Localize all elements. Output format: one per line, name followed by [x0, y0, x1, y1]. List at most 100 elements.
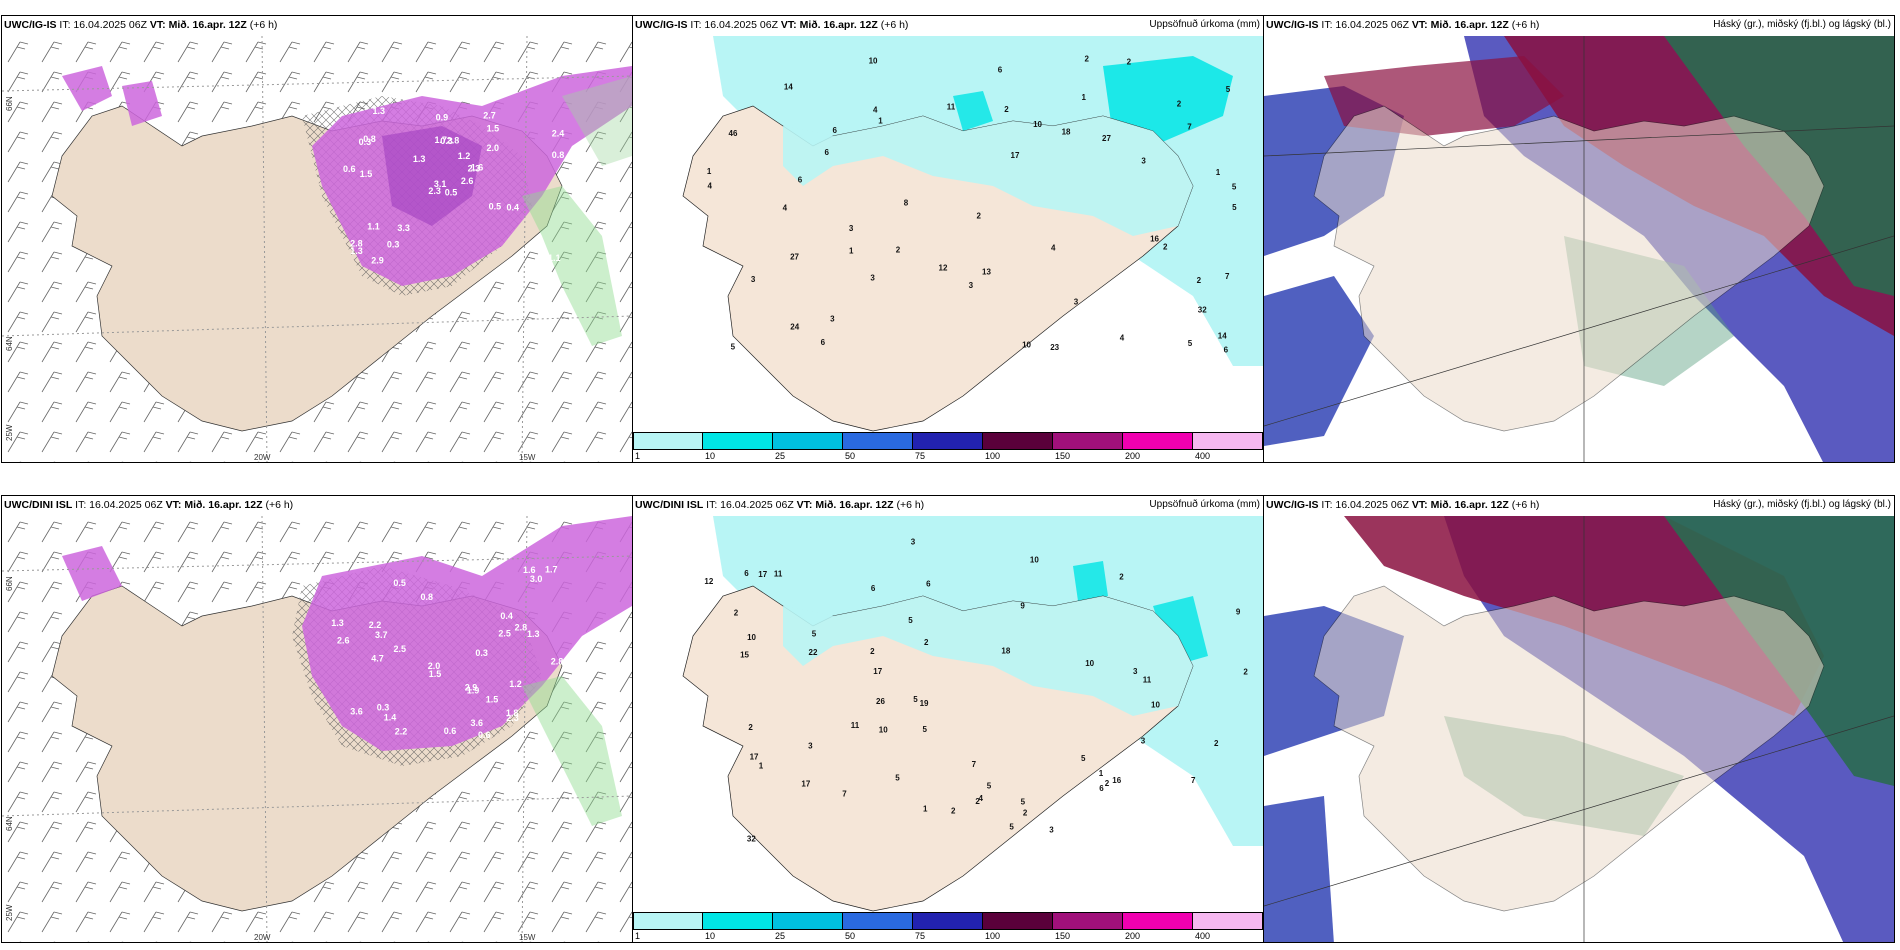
value-label: 10: [1151, 701, 1160, 710]
value-label: 2.7: [483, 110, 496, 120]
snow-labels: 0.5 0.3 3.1 2.8 2.3 3.3 2.7 2.8 1.5 2.6 1.3 1.1 1.5 2…: [343, 106, 564, 266]
value-label: 6: [926, 579, 931, 588]
lon-label-20w: 20W: [254, 933, 271, 942]
value-label: 1.5: [429, 669, 442, 679]
value-label: 1.5: [487, 123, 500, 133]
value-label: 11: [947, 102, 956, 111]
value-label: 0.9: [436, 112, 449, 122]
value-label: 32: [1198, 305, 1207, 314]
colorbar-tick-label: 150: [1055, 931, 1071, 941]
value-label: 2: [977, 211, 982, 220]
snow-map-svg: 0.5 0.3 3.1 2.8 2.3 3.3 2.7 2.8 1.5 2.6 1.3 1.1 1.5 2…: [2, 36, 632, 462]
value-label: 15: [740, 650, 749, 659]
value-label: 6: [744, 569, 749, 578]
value-label: 17: [801, 780, 810, 789]
value-label: 0.4: [500, 611, 513, 621]
value-label: 7: [1191, 776, 1196, 785]
value-label: 2.9: [371, 256, 384, 266]
value-label: 10: [879, 725, 888, 734]
value-label: 1: [1082, 93, 1087, 102]
value-label: 16: [1112, 776, 1121, 785]
value-label: 11: [1143, 675, 1152, 684]
value-label: 1.2: [509, 679, 522, 689]
value-label: 7: [972, 760, 977, 769]
panel-header: UWC/IG-IS IT: 16.04.2025 06Z VT: Mið. 16…: [4, 19, 278, 31]
value-label: 6: [798, 175, 803, 184]
value-label: 7: [1225, 272, 1230, 281]
snow-map-svg: 0.6 0.5 0.3 2.2 2.8 3.6 2.8 2.5 1.5 1.4 3.6 1.3 2.0 2…: [2, 516, 632, 942]
value-label: 2.6: [461, 176, 474, 186]
value-label: 6: [998, 65, 1003, 74]
value-label: 0.6: [478, 730, 491, 740]
value-label: 46: [729, 129, 738, 138]
colorbar-tick-label: 10: [705, 931, 716, 941]
colorbar-tick-label: 400: [1195, 931, 1211, 941]
lat-label-66n: 66N: [5, 576, 14, 591]
lat-label-64n: 64N: [5, 336, 14, 351]
value-label: 1: [878, 116, 883, 125]
colorbar-swatch: [1123, 432, 1193, 450]
value-label: 7: [842, 789, 847, 798]
colorbar: 1 10 25 50 75 100 150 200 400: [633, 432, 1263, 462]
value-label: 14: [1218, 332, 1227, 341]
colorbar-swatch: [773, 432, 843, 450]
colorbar: 1 10 25 50 75 100 150 200 400: [633, 912, 1263, 942]
value-label: 7: [1187, 122, 1192, 131]
value-label: 1.5: [360, 169, 373, 179]
value-label: 10: [1033, 120, 1042, 129]
value-label: 10: [1085, 659, 1094, 668]
value-label: 3: [751, 275, 756, 284]
value-label: 5: [908, 616, 913, 625]
value-label: 3.6: [471, 718, 484, 728]
colorbar-tick-label: 1: [635, 931, 641, 941]
value-label: 2.8: [350, 239, 363, 249]
value-label: 1.4: [384, 712, 397, 722]
value-label: 5: [895, 774, 900, 783]
value-label: 3: [1141, 736, 1146, 745]
snow-map[interactable]: 0.6 0.5 0.3 2.2 2.8 3.6 2.8 2.5 1.5 1.4 3.6 1.3 2.0 2…: [2, 516, 632, 942]
lon-label-20w: 20W: [254, 453, 271, 462]
value-label: 2: [924, 638, 929, 647]
panel-title: Háský (gr.), miðský (fj.bl.) og lágský (…: [1713, 19, 1891, 30]
cloud-map-svg: [1264, 36, 1894, 462]
snow-map[interactable]: 0.5 0.3 3.1 2.8 2.3 3.3 2.7 2.8 1.5 2.6 1.3 1.1 1.5 2…: [2, 36, 632, 462]
value-label: 1: [923, 805, 928, 814]
value-label: 1.7: [435, 135, 448, 145]
snow-labels: 0.6 0.5 0.3 2.2 2.8 3.6 2.8 2.5 1.5 1.4 3.6 1.3 2.0 2…: [331, 565, 563, 740]
cloud-map[interactable]: [1264, 36, 1894, 462]
precip-map[interactable]: 1 1 18 5 8 7 2 2 2 2 6 2 3 3 3 2 3 1 10 11 14 2 24 27 17 2 5 3 10 5 6 6…: [633, 36, 1263, 434]
value-label: 2: [1177, 99, 1182, 108]
colorbar-tick-label: 25: [775, 931, 786, 941]
value-label: 0.8: [552, 150, 565, 160]
precip-map-svg: 1118587222262333231101114224271725310566…: [633, 36, 1263, 434]
precip-map[interactable]: 1 5 18 12 2 1 4 2 3 5 3 7 2 3 2 2 1 2 2 11 11 10 22 17 5 7 10 5 6 2 6 5…: [633, 516, 1263, 914]
panel-header: UWC/IG-IS IT: 16.04.2025 06Z VT: Mið. 16…: [1266, 499, 1540, 511]
colorbar-swatch: [983, 432, 1053, 450]
colorbar-tick-label: 50: [845, 451, 856, 461]
value-label: 3: [911, 538, 916, 547]
lon-label-15w: 15W: [519, 453, 536, 462]
value-label: 23: [1050, 343, 1059, 352]
value-label: 2: [1243, 668, 1248, 677]
colorbar-tick-label: 150: [1055, 451, 1071, 461]
value-label: 2: [1163, 243, 1168, 252]
value-label: 1.1: [367, 222, 380, 232]
value-label: 17: [750, 752, 759, 761]
precip-labels: 1518122142353723221221111102217571056265…: [704, 538, 1248, 844]
cloud-map[interactable]: [1264, 516, 1894, 942]
value-label: 2: [1119, 572, 1124, 581]
value-label: 4: [979, 794, 984, 803]
panel-snow-dini: UWC/DINI ISL IT: 16.04.2025 06Z VT: Mið.…: [1, 495, 633, 943]
colorbar-swatch: [773, 912, 843, 930]
value-label: 5: [1081, 754, 1086, 763]
value-label: 2.0: [428, 661, 441, 671]
panel-title: Háský (gr.), miðský (fj.bl.) og lágský (…: [1713, 499, 1891, 510]
value-label: 5: [1021, 797, 1026, 806]
value-label: 0.6: [444, 726, 457, 736]
value-label: 18: [1001, 647, 1010, 656]
value-label: 2.5: [498, 629, 511, 639]
value-label: 2.2: [369, 620, 382, 630]
value-label: 4: [783, 204, 788, 213]
value-label: 2.3: [468, 164, 481, 174]
value-label: 6: [825, 148, 830, 157]
